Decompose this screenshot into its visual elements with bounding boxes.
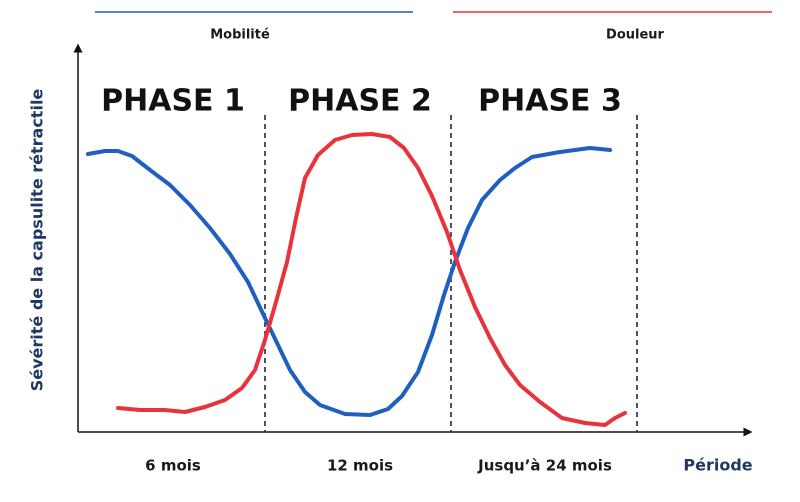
legend-label: Douleur bbox=[606, 28, 665, 43]
legend-label: Mobilité bbox=[210, 28, 270, 43]
y-axis-label: Sévérité de la capsulite rétractile bbox=[28, 89, 47, 392]
period-label: Jusqu’à 24 mois bbox=[477, 457, 612, 475]
phase-label: PHASE 3 bbox=[478, 84, 622, 119]
x-axis-label: Période bbox=[683, 456, 752, 475]
phase-label: PHASE 2 bbox=[288, 84, 432, 119]
mobility-curve bbox=[86, 146, 612, 417]
pain-curve bbox=[116, 132, 627, 427]
phase-label: PHASE 1 bbox=[101, 84, 245, 119]
period-label: 12 mois bbox=[327, 457, 393, 475]
period-label: 6 mois bbox=[145, 457, 201, 475]
